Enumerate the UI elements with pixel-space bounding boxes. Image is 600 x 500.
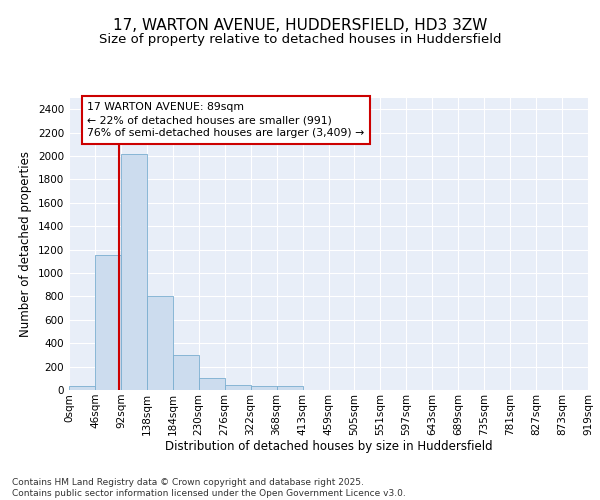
Bar: [147, 296, 173, 390]
Bar: [95, 256, 121, 390]
Bar: [173, 355, 199, 390]
Bar: [251, 386, 277, 390]
Bar: [121, 154, 147, 390]
Y-axis label: Number of detached properties: Number of detached properties: [19, 151, 32, 337]
Text: 17, WARTON AVENUE, HUDDERSFIELD, HD3 3ZW: 17, WARTON AVENUE, HUDDERSFIELD, HD3 3ZW: [113, 18, 487, 32]
Bar: [277, 386, 302, 390]
Text: Contains HM Land Registry data © Crown copyright and database right 2025.
Contai: Contains HM Land Registry data © Crown c…: [12, 478, 406, 498]
Bar: [199, 378, 224, 390]
Bar: [69, 386, 95, 390]
Text: Size of property relative to detached houses in Huddersfield: Size of property relative to detached ho…: [99, 32, 501, 46]
X-axis label: Distribution of detached houses by size in Huddersfield: Distribution of detached houses by size …: [164, 440, 493, 454]
Text: 17 WARTON AVENUE: 89sqm
← 22% of detached houses are smaller (991)
76% of semi-d: 17 WARTON AVENUE: 89sqm ← 22% of detache…: [87, 102, 364, 139]
Bar: [225, 386, 251, 390]
